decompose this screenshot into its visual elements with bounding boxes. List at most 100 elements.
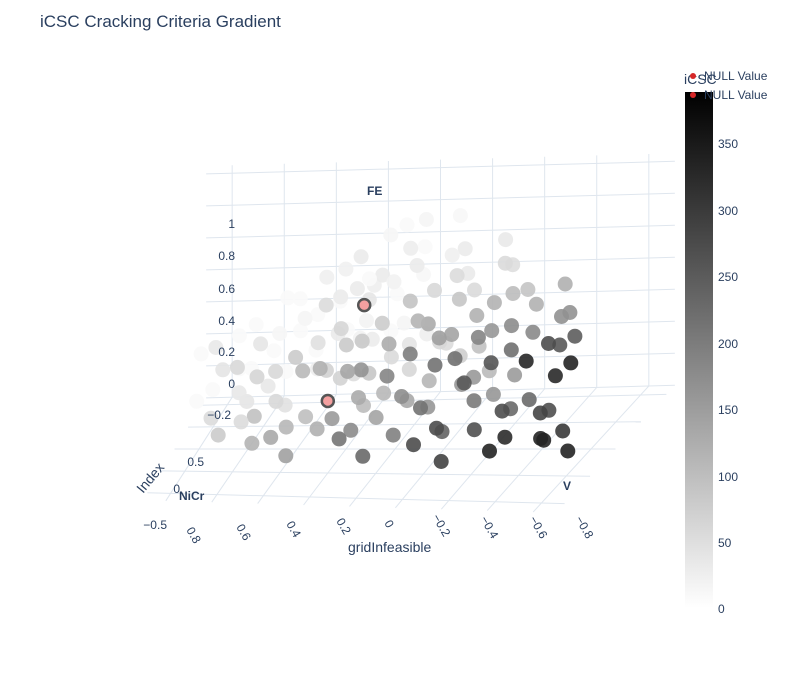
data-point: [394, 389, 410, 404]
data-point: [298, 409, 314, 425]
data-point: [456, 375, 472, 391]
legend-marker: [690, 91, 696, 98]
data-point: [452, 208, 468, 224]
z-tick-label: 0.8: [218, 249, 235, 263]
data-point: [485, 386, 501, 402]
data-point: [376, 385, 392, 401]
z-tick-label: 0: [228, 377, 235, 391]
data-point: [525, 324, 541, 340]
data-point: [203, 410, 219, 426]
data-point: [268, 393, 284, 409]
data-point: [563, 355, 579, 371]
data-point: [402, 346, 418, 362]
data-point: [449, 268, 465, 284]
grid-line: [147, 492, 565, 505]
data-point: [249, 369, 265, 385]
data-point: [338, 337, 354, 353]
data-point: [278, 419, 294, 435]
data-point: [353, 362, 369, 378]
data-point: [349, 281, 365, 297]
data-point: [362, 271, 377, 287]
data-point: [319, 269, 335, 285]
data-point: [210, 427, 226, 443]
data-point: [333, 289, 349, 305]
data-point: [385, 427, 401, 443]
data-point: [272, 326, 288, 341]
highlight-point: [356, 297, 372, 313]
data-point: [532, 405, 548, 421]
data-point: [396, 315, 412, 331]
colorbar-tick-label: 100: [718, 470, 738, 484]
data-point: [383, 227, 399, 243]
data-point: [374, 315, 390, 331]
data-point: [355, 448, 371, 464]
data-point: [292, 291, 308, 307]
data-point: [483, 355, 499, 371]
data-point: [193, 346, 209, 362]
y-tick-label: −0.5: [143, 518, 167, 532]
x-tick-label: −0.2: [429, 512, 453, 540]
data-point: [297, 310, 313, 326]
data-point: [518, 353, 534, 369]
data-point: [417, 239, 433, 255]
y-tick-label: 0.5: [187, 455, 204, 469]
data-point: [278, 448, 294, 464]
legend-label: NULL Value: [704, 87, 768, 102]
data-point: [233, 414, 249, 430]
data-point: [205, 382, 221, 398]
data-point: [507, 367, 523, 383]
data-point: [375, 267, 391, 283]
legend-item[interactable]: NULL Value: [688, 85, 767, 104]
colorbar: [685, 92, 713, 608]
data-point: [351, 390, 366, 406]
x-tick-label: 0.6: [233, 522, 254, 544]
data-point: [208, 340, 224, 355]
data-point: [444, 327, 460, 342]
legend-item[interactable]: NULL Value: [688, 66, 767, 85]
data-point: [552, 337, 568, 353]
colorbar-tick-label: 150: [718, 403, 738, 417]
data-point: [340, 363, 356, 379]
x-tick-label: 0: [381, 518, 397, 531]
data-point: [324, 411, 340, 427]
chart-title: iCSC Cracking Criteria Gradient: [40, 12, 281, 31]
data-point: [429, 420, 444, 436]
data-point: [231, 328, 247, 344]
data-point: [253, 336, 269, 352]
y-tick-label: 0: [173, 482, 180, 496]
grid-lines: [147, 154, 675, 513]
colorbar-tick-label: 350: [718, 137, 738, 151]
data-point: [466, 393, 482, 409]
data-point: [312, 361, 328, 376]
data-point: [248, 317, 264, 333]
data-point: [260, 378, 276, 394]
data-point: [244, 435, 260, 451]
colorbar-tick-label: 200: [718, 337, 738, 351]
data-point: [343, 422, 359, 438]
data-point: [410, 313, 426, 329]
data-point: [215, 362, 231, 378]
data-point: [381, 336, 397, 352]
data-point: [309, 421, 325, 437]
data-point: [421, 373, 437, 389]
legend-marker: [690, 72, 696, 79]
data-point: [451, 291, 467, 307]
data-point: [505, 286, 521, 301]
data-point: [427, 282, 442, 298]
y-axis-title: Index: [133, 459, 167, 496]
highlight-point: [320, 393, 336, 409]
data-point: [338, 261, 354, 277]
x-tick-label: 0.4: [283, 519, 304, 541]
data-point: [189, 393, 205, 409]
data-point: [560, 443, 576, 459]
data-point: [288, 349, 304, 365]
z-tick-label: 0.4: [218, 314, 235, 328]
grid-line: [160, 470, 591, 477]
data-point: [533, 431, 549, 446]
data-point: [368, 410, 384, 425]
data-point: [402, 293, 418, 309]
scatter-points: [189, 208, 583, 469]
data-point: [406, 437, 421, 453]
data-point: [278, 364, 294, 379]
